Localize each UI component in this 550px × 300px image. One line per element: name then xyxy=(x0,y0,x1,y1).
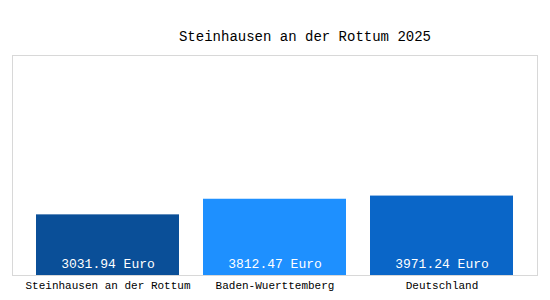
svg-text:3812.47 Euro: 3812.47 Euro xyxy=(228,257,322,272)
svg-text:Deutschland: Deutschland xyxy=(406,280,479,292)
svg-text:Steinhausen an der Rottum: Steinhausen an der Rottum xyxy=(25,280,190,292)
html-text:Steinhausen an der Rottum 2025: Steinhausen an der Rottum 2025 xyxy=(179,29,431,45)
svg-text:3971.24 Euro: 3971.24 Euro xyxy=(395,257,489,272)
svg-text:Baden-Wuerttemberg: Baden-Wuerttemberg xyxy=(216,280,335,292)
svg-text:3031.94 Euro: 3031.94 Euro xyxy=(61,257,155,272)
